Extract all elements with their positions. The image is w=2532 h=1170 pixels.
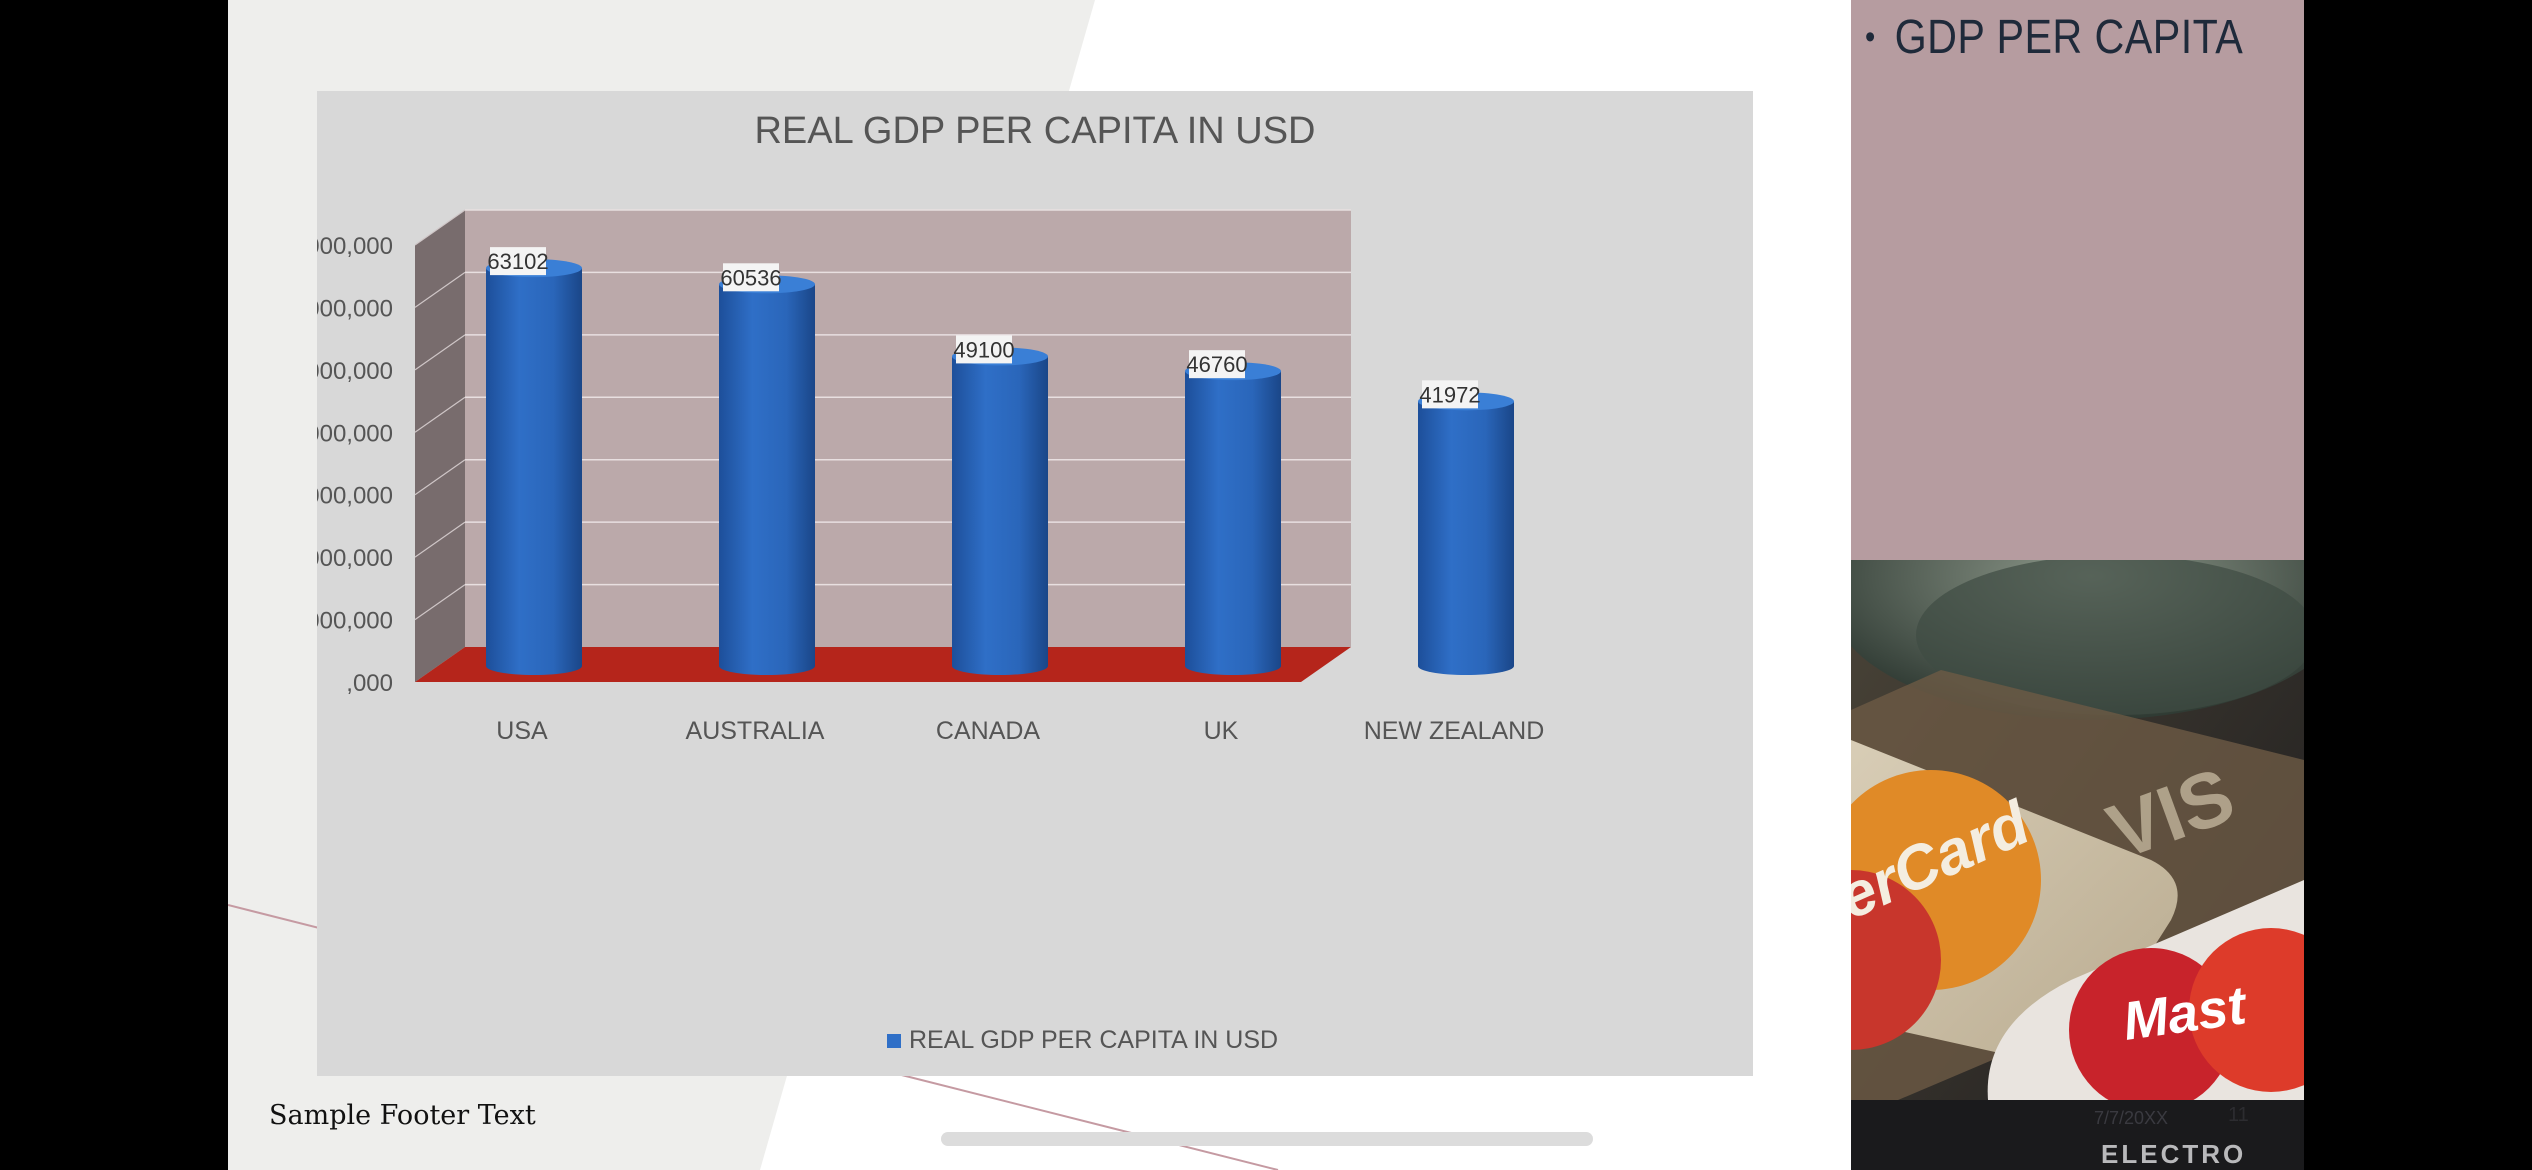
chart-floor: [415, 647, 1351, 682]
y-tick-label: 10000,000: [317, 608, 393, 635]
y-tick-label: 30000,000: [317, 483, 393, 510]
bar-usa: 63102: [486, 247, 582, 675]
bar-australia: 60536: [719, 263, 815, 675]
chart-side-wall: [415, 210, 465, 682]
bar-new-zealand: 41972: [1418, 380, 1514, 675]
data-label: 46760: [1186, 352, 1247, 377]
bar-body: [1185, 371, 1281, 675]
chart-panel: REAL GDP PER CAPITA IN USD REAL GDP PER …: [317, 91, 1753, 1076]
bar-body: [719, 284, 815, 675]
gridline-side: [414, 271, 466, 308]
bullet-item[interactable]: • GDP PER CAPITA: [1865, 10, 2243, 65]
y-tick-label: 70000,000: [317, 233, 393, 260]
credit-cards-image: erCard VIS Mast ELECTRO: [1851, 560, 2304, 1170]
legend-swatch: [887, 1034, 901, 1048]
bullet-dot: •: [1865, 18, 1876, 56]
chart-title: REAL GDP PER CAPITA IN USD: [754, 110, 1315, 152]
y-tick-label: ,000: [346, 670, 393, 697]
x-tick-label: USA: [496, 717, 548, 745]
legend-label: REAL GDP PER CAPITA IN USD: [909, 1026, 1278, 1054]
gridline-side: [414, 584, 466, 621]
gridline-side: [414, 396, 466, 433]
footer-text: Sample Footer Text: [269, 1100, 536, 1131]
gridline-side: [414, 209, 466, 246]
data-label-box: [490, 247, 546, 276]
content-panel: • GDP PER CAPITA: [1851, 0, 2304, 560]
gridline-side: [414, 459, 466, 496]
bar-body: [486, 268, 582, 675]
x-tick-label: CANADA: [936, 717, 1041, 745]
card-text-electron: ELECTRO: [2101, 1139, 2246, 1169]
bar-body: [952, 356, 1048, 675]
chart-legend: REAL GDP PER CAPITA IN USD: [887, 1026, 1278, 1054]
slide: REAL GDP PER CAPITA IN USD REAL GDP PER …: [228, 0, 2304, 1170]
y-tick-label: 40000,000: [317, 420, 393, 447]
x-tick-label: UK: [1204, 717, 1239, 745]
data-label-box: [956, 335, 1012, 364]
x-tick-label: NEW ZEALAND: [1364, 717, 1545, 745]
credit-cards-photo: erCard VIS Mast ELECTRO: [1851, 560, 2304, 1170]
data-label-box: [723, 263, 779, 292]
data-label: 60536: [720, 265, 781, 290]
data-label: 49100: [953, 337, 1014, 362]
gridline-side: [414, 521, 466, 558]
bar-chart: REAL GDP PER CAPITA IN USD REAL GDP PER …: [317, 110, 1545, 1054]
y-tick-label: 60000,000: [317, 295, 393, 322]
bullet-text: GDP PER CAPITA: [1894, 11, 2244, 64]
data-label: 63102: [487, 249, 548, 274]
y-tick-label: 20000,000: [317, 545, 393, 572]
x-tick-label: AUSTRALIA: [686, 717, 825, 745]
slide-date: 7/7/20XX: [2094, 1108, 2169, 1128]
bar-body: [1418, 401, 1514, 675]
gridline-side: [414, 334, 466, 371]
y-tick-label: 50000,000: [317, 358, 393, 385]
bar-uk: 46760: [1185, 350, 1281, 675]
data-label: 41972: [1419, 382, 1480, 407]
scroll-indicator[interactable]: [941, 1132, 1593, 1146]
slide-number: 11: [2228, 1104, 2249, 1126]
bar-canada: 49100: [952, 335, 1048, 675]
data-label-box: [1422, 380, 1478, 409]
data-label-box: [1189, 350, 1245, 379]
